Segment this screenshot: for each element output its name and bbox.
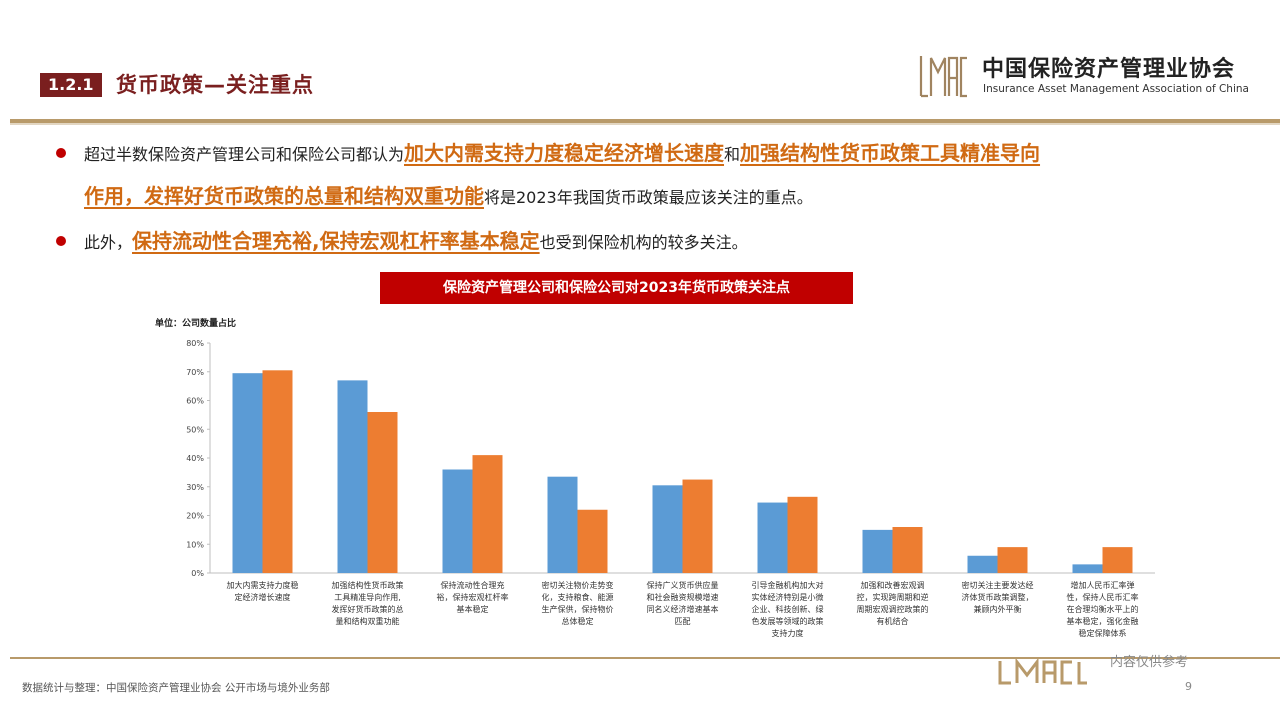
x-category-label: 加强结构性货币政策工具精准导向作用,发挥好货币政策的总量和结构双重功能 bbox=[332, 580, 404, 626]
data-source-note: 数据统计与整理：中国保险资产管理业协会 公开市场与境外业务部 bbox=[22, 682, 330, 694]
bullet-dot-icon bbox=[56, 236, 66, 246]
bar-series-1 bbox=[757, 502, 788, 573]
y-tick-label: 10% bbox=[186, 540, 204, 549]
y-tick-label: 0% bbox=[191, 569, 204, 578]
y-tick-label: 60% bbox=[186, 397, 204, 406]
highlight-text: 作用，发挥好货币政策的总量和结构双重功能 bbox=[84, 184, 484, 208]
y-tick-label: 30% bbox=[186, 483, 204, 492]
header-divider-shadow bbox=[10, 123, 1280, 125]
bar-series-2 bbox=[682, 479, 713, 573]
bar-series-2 bbox=[367, 412, 398, 573]
footer-logo-icon bbox=[998, 659, 1087, 685]
x-category-label: 增加人民币汇率弹性，保持人民币汇率在合理均衡水平上的基本稳定，强化金融稳定保障体… bbox=[1067, 580, 1139, 638]
bar-series-2 bbox=[262, 370, 293, 573]
page-number: 9 bbox=[1185, 680, 1192, 693]
bar-series-2 bbox=[577, 509, 608, 573]
page-title: 货币政策—关注重点 bbox=[116, 73, 314, 97]
x-category-label: 保持流动性合理充裕，保持宏观杠杆率基本稳定 bbox=[437, 580, 509, 614]
bar-series-2 bbox=[787, 496, 818, 573]
x-category-label: 加强和改善宏观调控，实现跨周期和逆周期宏观调控政策的有机结合 bbox=[857, 580, 929, 626]
y-tick-label: 20% bbox=[186, 512, 204, 521]
org-name-cn: 中国保险资产管理业协会 bbox=[982, 57, 1236, 82]
chart-unit-label: 单位：公司数量占比 bbox=[155, 317, 236, 329]
bar-series-2 bbox=[472, 455, 503, 573]
bullet-2-line-1: 此外，保持流动性合理充裕,保持宏观杠杆率基本稳定也受到保险机构的较多关注。 bbox=[84, 226, 748, 258]
y-tick-label: 40% bbox=[186, 454, 204, 463]
x-category-label: 密切关注物价走势变化，支持粮食、能源生产保供，保持物价总体稳定 bbox=[542, 580, 614, 626]
bar-series-1 bbox=[967, 555, 998, 573]
bar-series-2 bbox=[892, 527, 923, 573]
bar-series-1 bbox=[1072, 564, 1103, 573]
x-category-label: 保持广义货币供应量和社会融资规模增速同名义经济增速基本匹配 bbox=[647, 580, 719, 626]
footer-divider bbox=[10, 657, 1280, 659]
body-text: 此外， bbox=[84, 233, 133, 252]
disclaimer-text: 内容仅供参考 bbox=[1110, 655, 1189, 670]
y-tick-label: 50% bbox=[186, 425, 204, 434]
bullet-1-line-2: 作用，发挥好货币政策的总量和结构双重功能将是2023年我国货币政策最应该关注的重… bbox=[84, 181, 813, 213]
bar-series-1 bbox=[862, 529, 893, 573]
highlight-text: 加大内需支持力度稳定经济增长速度 bbox=[404, 141, 725, 165]
highlight-text: 保持流动性合理充裕,保持宏观杠杆率基本稳定 bbox=[132, 229, 540, 253]
x-category-label: 加大内需支持力度稳定经济增长速度 bbox=[227, 580, 299, 602]
y-tick-label: 80% bbox=[186, 339, 204, 348]
body-text: 超过半数保险资产管理公司和保险公司都认为 bbox=[84, 145, 405, 164]
bar-series-2 bbox=[997, 547, 1028, 573]
bullet-1-line-1: 超过半数保险资产管理公司和保险公司都认为加大内需支持力度稳定经济增长速度和加强结… bbox=[84, 138, 1040, 170]
org-name-en: Insurance Asset Management Association o… bbox=[983, 83, 1249, 95]
header-divider bbox=[10, 119, 1280, 123]
bar-series-1 bbox=[652, 485, 683, 573]
bullet-dot-icon bbox=[56, 148, 66, 158]
bar-series-2 bbox=[1102, 547, 1133, 573]
bar-series-1 bbox=[232, 373, 263, 573]
highlight-text: 加强结构性货币政策工具精准导向 bbox=[740, 141, 1041, 165]
bar-series-1 bbox=[337, 380, 368, 573]
x-category-label: 密切关注主要发达经济体货币政策调整，兼顾内外平衡 bbox=[962, 580, 1034, 614]
section-number-badge: 1.2.1 bbox=[40, 73, 102, 97]
body-text: 将是2023年我国货币政策最应该关注的重点。 bbox=[484, 188, 813, 207]
bar-chart: 单位：公司数量占比 0% 10% 20% 30% 40% 50% 60% 70% 80% 加大内需支… bbox=[155, 317, 1155, 638]
body-text: 和 bbox=[724, 145, 741, 164]
association-logo-icon bbox=[919, 56, 967, 98]
body-text: 也受到保险机构的较多关注。 bbox=[539, 233, 748, 252]
x-category-label: 引导金融机构加大对实体经济特别是小微企业、科技创新、绿色发展等领域的政策支持力度 bbox=[752, 580, 824, 638]
chart-title: 保险资产管理公司和保险公司对2023年货币政策关注点 bbox=[380, 272, 853, 304]
y-tick-label: 70% bbox=[186, 368, 204, 377]
bar-series-1 bbox=[442, 469, 473, 573]
bar-series-1 bbox=[547, 476, 578, 573]
